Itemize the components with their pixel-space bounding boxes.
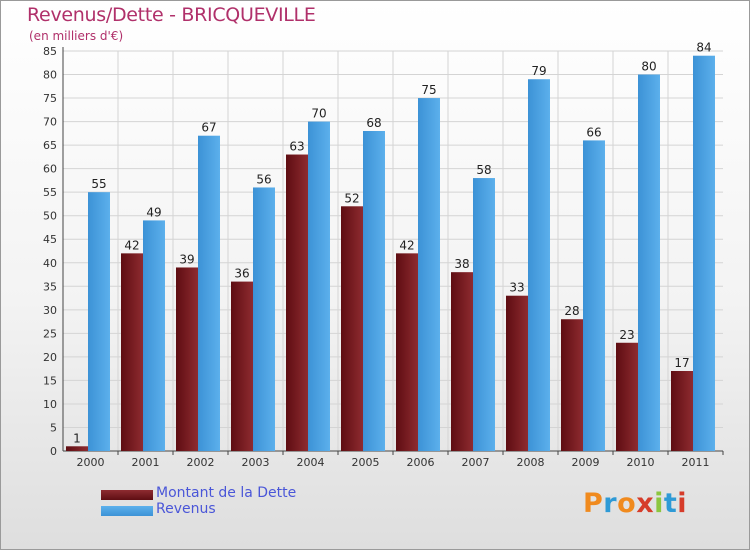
x-tick-label: 2006 [407, 456, 435, 469]
x-tick-label: 2008 [517, 456, 545, 469]
bar-revenus [638, 74, 660, 451]
y-tick-label: 0 [50, 445, 57, 458]
y-tick-label: 40 [43, 257, 57, 270]
data-label-revenus: 70 [311, 107, 326, 121]
bar-dette [66, 446, 88, 451]
data-label-revenus: 67 [201, 121, 216, 135]
data-label-revenus: 58 [476, 163, 491, 177]
x-tick-label: 2011 [682, 456, 710, 469]
data-label-revenus: 68 [366, 116, 381, 130]
x-tick-label: 2004 [297, 456, 325, 469]
bar-revenus [253, 187, 275, 451]
bar-dette [396, 253, 418, 451]
legend-swatch-dette [101, 490, 153, 500]
bar-revenus [198, 135, 220, 452]
bar-revenus [693, 55, 715, 452]
data-labels: 1 42 39 36 63 52 42 38 33 28 23 17 55 49 67 56 70 68 75 58 7… [73, 41, 711, 446]
y-tick-label: 75 [43, 92, 57, 105]
data-label-revenus: 84 [696, 41, 711, 55]
data-label-dette: 42 [399, 238, 414, 252]
bar-dette [286, 154, 308, 451]
bar-revenus [143, 220, 165, 451]
data-label-dette: 39 [179, 252, 194, 266]
y-tick-label: 60 [43, 163, 57, 176]
logo-letter: i [654, 488, 664, 519]
data-label-revenus: 79 [531, 64, 546, 78]
y-tick-label: 55 [43, 186, 57, 199]
bar-revenus [473, 178, 495, 451]
y-tick-label: 70 [43, 116, 57, 129]
chart-title: Revenus/Dette - BRICQUEVILLE [27, 4, 316, 26]
data-label-revenus: 49 [146, 205, 161, 219]
y-tick-label: 15 [43, 374, 57, 387]
x-tick-label: 2005 [352, 456, 380, 469]
data-label-revenus: 75 [421, 83, 436, 97]
bar-revenus [528, 79, 550, 451]
data-label-revenus: 56 [256, 172, 271, 186]
data-label-revenus: 66 [586, 125, 601, 139]
x-tick-label: 2001 [132, 456, 160, 469]
legend-label-revenus: Revenus [156, 501, 216, 517]
legend-swatch-revenus [101, 506, 153, 516]
proxiti-logo: Proxiti [583, 488, 687, 519]
y-tick-label: 65 [43, 139, 57, 152]
y-tick-label: 45 [43, 233, 57, 246]
bar-dette [121, 253, 143, 451]
x-tick-label: 2002 [187, 456, 215, 469]
data-label-dette: 38 [454, 257, 469, 271]
x-tick-label: 2007 [462, 456, 490, 469]
bar-revenus [88, 192, 110, 452]
logo-letter: r [603, 488, 618, 519]
x-tick-label: 2009 [572, 456, 600, 469]
x-tick-label: 2000 [77, 456, 105, 469]
logo-letter: x [636, 488, 655, 519]
bar-dette [341, 206, 363, 451]
data-label-revenus: 55 [91, 177, 106, 191]
chart-subtitle: (en milliers d'€) [29, 29, 124, 43]
y-tick-label: 50 [43, 210, 57, 223]
logo-letter: i [677, 488, 688, 519]
logo-letter: P [583, 488, 604, 519]
data-label-dette: 63 [289, 140, 304, 154]
y-tick-label: 5 [50, 421, 57, 434]
y-tick-label: 10 [43, 398, 57, 411]
bar-revenus [363, 131, 385, 451]
x-tick-label: 2010 [627, 456, 655, 469]
bar-dette [506, 295, 528, 451]
data-label-dette: 52 [344, 191, 359, 205]
bar-dette [231, 281, 253, 451]
gridlines [63, 50, 723, 451]
bar-dette [616, 342, 638, 451]
data-label-dette: 28 [564, 304, 579, 318]
bars [66, 55, 715, 452]
bar-dette [561, 319, 583, 451]
y-tick-label: 20 [43, 351, 57, 364]
legend-label-dette: Montant de la Dette [156, 485, 297, 501]
data-label-dette: 42 [124, 238, 139, 252]
bar-revenus [583, 140, 605, 452]
bar-revenus [418, 98, 440, 451]
data-label-dette: 36 [234, 267, 249, 281]
x-tick-label: 2003 [242, 456, 270, 469]
bar-revenus [308, 121, 330, 452]
y-tick-label: 35 [43, 280, 57, 293]
data-label-revenus: 80 [641, 60, 656, 74]
data-label-dette: 1 [73, 431, 81, 445]
axes: 0 5 10 15 20 25 30 35 40 45 50 55 60 65 70 75 80 85 2000 20… [43, 45, 724, 469]
bar-dette [671, 371, 693, 451]
data-label-dette: 23 [619, 328, 634, 342]
y-tick-label: 85 [43, 45, 57, 58]
logo-letter: t [663, 488, 678, 519]
bar-dette [176, 267, 198, 451]
y-tick-label: 25 [43, 327, 57, 340]
data-label-dette: 33 [509, 281, 524, 295]
y-tick-label: 80 [43, 69, 57, 82]
data-label-dette: 17 [674, 356, 689, 370]
logo-letter: o [617, 488, 637, 519]
y-tick-label: 30 [43, 304, 57, 317]
bar-dette [451, 272, 473, 451]
